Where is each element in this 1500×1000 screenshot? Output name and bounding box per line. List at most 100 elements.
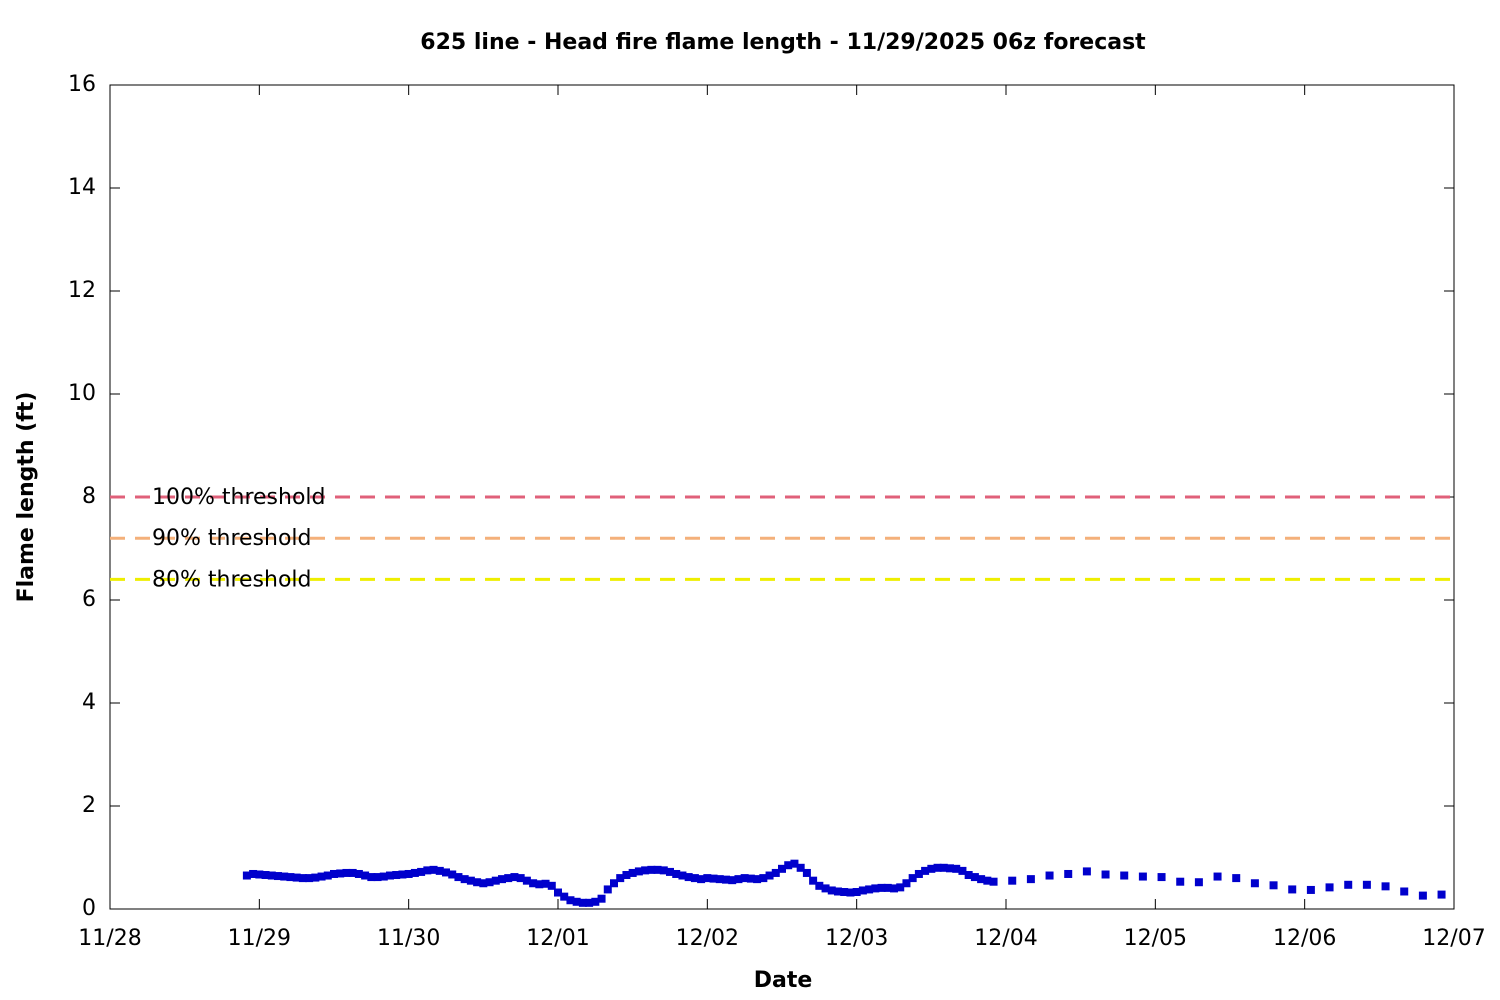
data-point [784, 861, 793, 870]
data-point [840, 888, 849, 897]
data-point [336, 869, 345, 878]
data-point [989, 877, 998, 886]
data-point [547, 881, 556, 890]
data-point [1418, 891, 1427, 900]
y-tick-label: 4 [82, 690, 96, 715]
data-point [1362, 880, 1371, 889]
data-point [641, 866, 650, 875]
data-point [242, 871, 251, 880]
data-point [728, 876, 737, 885]
data-point [298, 874, 307, 883]
data-point [1138, 872, 1147, 881]
x-tick-label: 11/30 [377, 926, 440, 951]
data-point [323, 871, 332, 880]
y-axis-label: Flame length (ft) [14, 392, 39, 603]
data-point [1232, 874, 1241, 883]
data-point [274, 872, 282, 881]
data-point [939, 863, 948, 872]
data-point [280, 872, 289, 881]
data-point [809, 876, 818, 885]
data-point [479, 879, 488, 888]
data-point [709, 874, 718, 883]
data-point [678, 871, 687, 880]
data-point [858, 886, 867, 895]
data-point [821, 884, 830, 893]
data-point [454, 873, 463, 882]
data-point [417, 867, 426, 876]
data-point [796, 863, 805, 872]
x-tick-label: 12/05 [1124, 926, 1187, 951]
x-tick-label: 12/03 [825, 926, 888, 951]
data-point [1381, 882, 1390, 891]
chart-title: 625 line - Head fire flame length - 11/2… [420, 30, 1146, 55]
data-point [354, 869, 363, 878]
data-point [404, 869, 413, 878]
data-point [1082, 867, 1091, 876]
data-point [622, 871, 631, 880]
data-point [386, 871, 394, 880]
data-point [802, 868, 811, 877]
data-point [466, 876, 475, 885]
data-point [367, 873, 376, 882]
data-point [249, 869, 258, 878]
data-point [423, 866, 432, 875]
data-point [373, 873, 382, 882]
data-point [522, 876, 531, 885]
data-point [261, 871, 270, 880]
data-point [348, 868, 357, 877]
y-tick-label: 10 [68, 381, 96, 406]
data-point [591, 897, 600, 906]
data-point [578, 898, 587, 907]
y-tick-label: 8 [82, 484, 96, 509]
data-point [460, 875, 469, 884]
data-point [970, 873, 979, 882]
data-point [790, 859, 799, 868]
data-point [1213, 872, 1222, 881]
data-point [255, 870, 264, 879]
data-point [946, 864, 954, 873]
data-point [771, 868, 780, 877]
data-point [883, 883, 892, 892]
data-point [1008, 876, 1017, 885]
data-point [311, 873, 320, 882]
data-point [541, 879, 550, 888]
data-point [1344, 880, 1353, 889]
data-point [491, 876, 500, 885]
data-point [778, 864, 786, 873]
data-point [292, 873, 301, 882]
data-point [1400, 887, 1409, 896]
x-tick-label: 12/07 [1422, 926, 1485, 951]
data-point [1269, 881, 1278, 890]
data-point [379, 872, 388, 881]
data-point [634, 867, 643, 876]
data-point [1120, 871, 1129, 880]
data-point [852, 888, 861, 897]
data-point [560, 892, 569, 901]
y-tick-label: 0 [82, 896, 96, 921]
data-point [305, 874, 314, 883]
data-point [1250, 879, 1259, 888]
data-point [286, 873, 295, 882]
y-tick-label: 12 [68, 278, 96, 303]
data-point [1045, 871, 1054, 880]
data-point [927, 864, 936, 873]
data-point [952, 864, 961, 873]
data-point [616, 874, 625, 883]
data-point [908, 874, 917, 883]
data-point [890, 884, 898, 893]
data-point [834, 887, 842, 896]
data-point [722, 875, 730, 884]
data-point [398, 870, 407, 879]
data-point [1306, 885, 1315, 894]
data-point [871, 884, 880, 893]
x-tick-label: 12/02 [676, 926, 739, 951]
data-point [666, 867, 674, 876]
data-point [1437, 890, 1446, 899]
data-point [516, 874, 525, 883]
data-point [914, 869, 923, 878]
y-tick-label: 16 [68, 72, 96, 97]
data-point [846, 888, 855, 897]
data-point [597, 894, 606, 903]
data-point [865, 885, 874, 894]
